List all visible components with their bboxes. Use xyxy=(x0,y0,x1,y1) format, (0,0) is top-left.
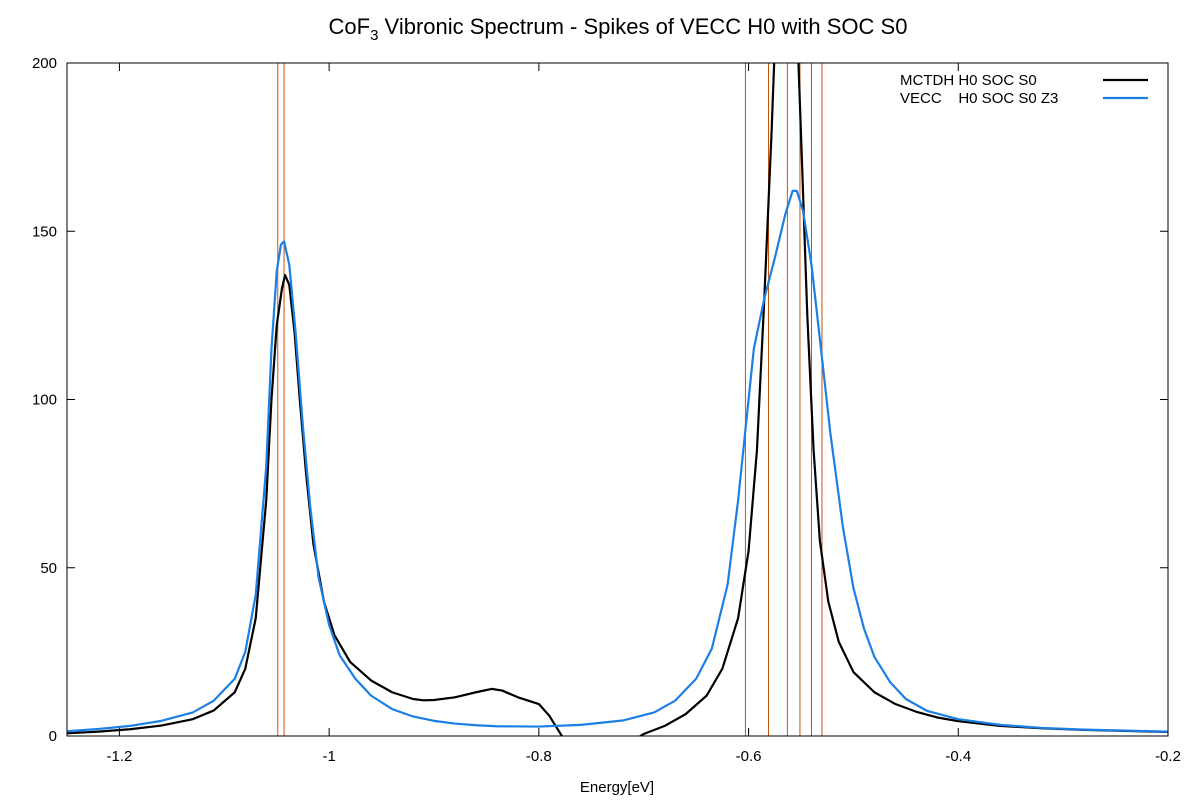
x-tick-label: -1 xyxy=(322,748,335,765)
chart-title-subscript: 3 xyxy=(370,27,378,44)
series-line-vecc xyxy=(67,189,1168,733)
x-tick-label: -0.2 xyxy=(1155,748,1181,765)
x-axis-label: Energy[eV] xyxy=(580,779,654,796)
chart-title: CoF3 Vibronic Spectrum - Spikes of VECC … xyxy=(329,14,908,44)
y-tick-label: 200 xyxy=(32,55,57,72)
series-lines xyxy=(67,63,1168,736)
y-tick-label: 100 xyxy=(32,392,57,409)
x-tick-label: -1.2 xyxy=(106,748,132,765)
x-tick-label: -0.8 xyxy=(526,748,552,765)
spike-lines xyxy=(277,63,823,736)
y-tick-label: 50 xyxy=(40,560,57,577)
series-line-mctdh xyxy=(67,63,1168,736)
x-tick-label: -0.4 xyxy=(945,748,971,765)
plot-frame xyxy=(66,62,1169,737)
axis-ticks: -1.2 -1 -0.8 -0.6 -0.4 -0.2 0 50 100 150 200 xyxy=(32,55,1181,765)
legend-label-mctdh: MCTDH H0 SOC S0 xyxy=(900,72,1037,89)
y-tick-label: 150 xyxy=(32,223,57,240)
y-tick-label: 0 xyxy=(49,728,57,745)
plot-border xyxy=(66,62,1169,737)
x-tick-label: -0.6 xyxy=(736,748,762,765)
chart-title-suffix: Vibronic Spectrum - Spikes of VECC H0 wi… xyxy=(378,14,907,39)
chart-title-prefix: CoF xyxy=(329,14,371,39)
legend-label-vecc: VECC H0 SOC S0 Z3 xyxy=(900,90,1058,107)
